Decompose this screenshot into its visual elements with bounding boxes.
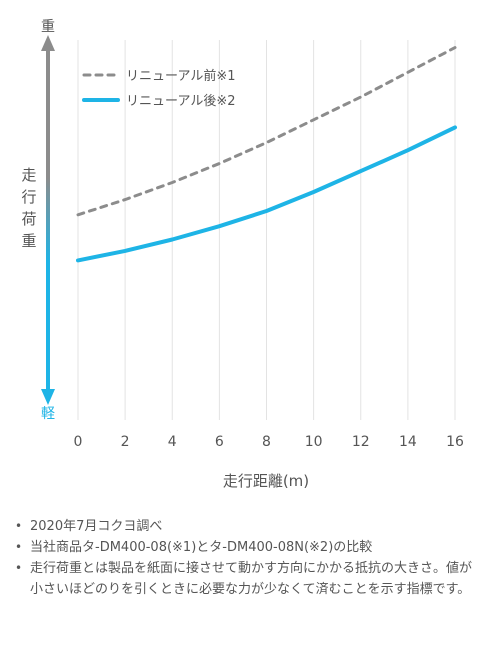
legend: リニューアル前※1 リニューアル後※2 [82,68,236,109]
bullet-icon: • [15,561,23,575]
x-tick-label: 0 [74,434,83,450]
x-tick-label: 16 [446,434,464,450]
bullet-icon: • [15,519,23,533]
note-text: 2020年7月コクヨ調べ [30,519,163,534]
chart: 重 軽 走行荷重 リニューアル前※1 リニューアル後※2 0 2 4 6 8 10 12 14 1… [21,19,464,490]
y-axis: 重 軽 走行荷重 [21,19,55,422]
legend-label: リニューアル後※2 [126,94,236,109]
y-axis-label-char: 荷 [21,210,36,228]
y-top-label: 重 [41,19,55,35]
y-bottom-label: 軽 [41,406,55,422]
series-line-2 [76,125,457,263]
note-item: • 当社商品タ-DM400-08(※1)とタ-DM400-08N(※2)の比較 [14,537,484,558]
y-axis-arrow-head-bottom [41,389,55,405]
grid [77,40,456,420]
x-tick-label: 4 [168,434,177,450]
notes-list: • 2020年7月コクヨ調べ • 当社商品タ-DM400-08(※1)とタ-DM40… [14,516,484,600]
x-tick-label: 14 [399,434,417,450]
note-item: • 2020年7月コクヨ調べ [14,516,484,537]
y-axis-arrow-head-top [41,35,55,51]
x-tick-label: 8 [262,434,271,450]
y-axis-label-char: 重 [21,232,36,250]
legend-label: リニューアル前※1 [126,68,236,84]
x-tick-label: 6 [215,434,224,450]
note-text: 走行荷重とは製品を紙面に接させて動かす方向にかかる抵抗の大きさ。値が小さいほどの… [30,561,473,597]
x-axis-label: 走行距離(m) [223,472,309,490]
bullet-icon: • [15,540,23,554]
x-tick-label: 12 [352,434,370,450]
x-tick-label: 10 [305,434,323,450]
note-item: • 走行荷重とは製品を紙面に接させて動かす方向にかかる抵抗の大きさ。値が小さいほど… [14,558,484,600]
series-line-1 [76,46,457,217]
y-axis-label-char: 行 [21,188,36,206]
y-axis-label: 走行荷重 [21,166,36,250]
y-axis-arrow-shaft [46,44,50,396]
x-axis-ticks: 0 2 4 6 8 10 12 14 16 [74,434,464,450]
x-tick-label: 2 [121,434,130,450]
note-text: 当社商品タ-DM400-08(※1)とタ-DM400-08N(※2)の比較 [30,540,373,555]
series [76,46,457,263]
y-axis-label-char: 走 [21,166,36,184]
